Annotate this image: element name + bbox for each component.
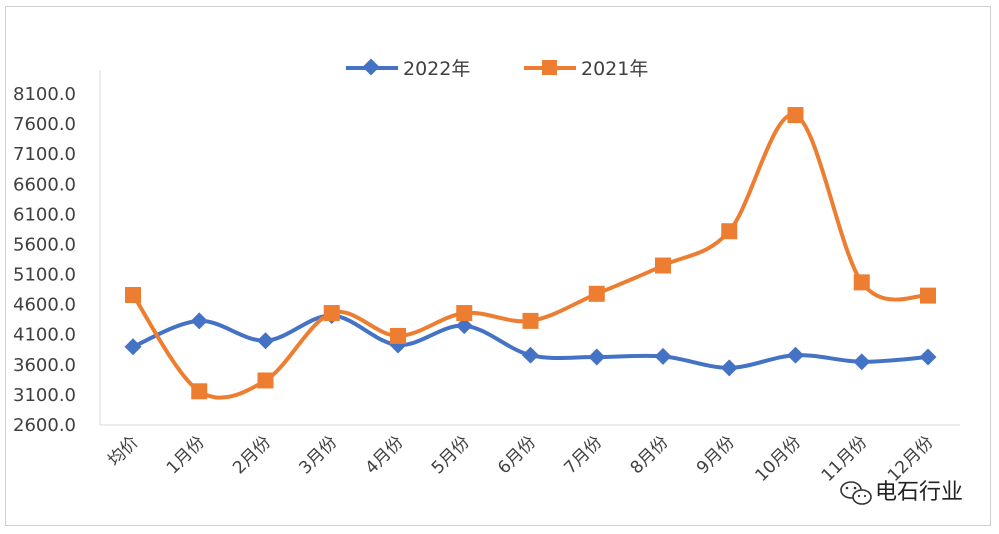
x-tick-label: 7月份 bbox=[560, 432, 606, 478]
y-tick-label: 5100.0 bbox=[13, 265, 76, 286]
legend: 2022年 2021年 bbox=[346, 58, 648, 80]
data-point-2021 bbox=[655, 257, 671, 274]
x-tick-label: 6月份 bbox=[494, 432, 540, 478]
y-tick-label: 4600.0 bbox=[13, 295, 76, 316]
y-tick-label: 5600.0 bbox=[13, 234, 76, 255]
x-tick-label: 3月份 bbox=[295, 432, 341, 478]
data-point-2022 bbox=[720, 359, 738, 377]
y-tick-label: 8100.0 bbox=[13, 84, 76, 105]
x-tick-label: 4月份 bbox=[362, 432, 408, 478]
y-tick-label: 4100.0 bbox=[13, 325, 76, 346]
x-tick-label: 均价 bbox=[104, 432, 142, 470]
x-tick-label: 12月份 bbox=[884, 432, 937, 485]
legend-label-2021: 2021年 bbox=[581, 58, 648, 80]
data-point-2021 bbox=[456, 305, 473, 322]
data-point-2021 bbox=[588, 285, 605, 302]
y-tick-label: 7100.0 bbox=[13, 144, 76, 165]
y-tick-label: 6100.0 bbox=[13, 204, 76, 225]
y-tick-labels: 8100.0 7600.0 7100.0 6600.0 6100.0 5600.0 5100… bbox=[13, 84, 76, 436]
x-tick-label: 9月份 bbox=[693, 432, 739, 478]
data-point-2021 bbox=[191, 383, 208, 400]
data-point-2022 bbox=[654, 347, 672, 365]
data-point-2022 bbox=[124, 338, 142, 356]
data-point-2021 bbox=[125, 287, 141, 304]
legend-label-2022: 2022年 bbox=[403, 58, 470, 80]
data-point-2021 bbox=[323, 305, 340, 322]
data-point-2021 bbox=[920, 287, 936, 304]
legend-item-2021: 2021年 bbox=[524, 58, 648, 80]
x-tick-label: 10月份 bbox=[752, 432, 805, 485]
data-point-2022 bbox=[522, 346, 539, 364]
x-tick-label: 1月份 bbox=[163, 432, 209, 478]
data-point-2021 bbox=[787, 107, 804, 124]
data-point-2021 bbox=[522, 312, 539, 329]
data-point-2022 bbox=[787, 346, 804, 364]
legend-item-2022: 2022年 bbox=[346, 58, 470, 80]
data-point-2021 bbox=[257, 372, 274, 389]
axes bbox=[99, 70, 960, 426]
data-point-2022 bbox=[588, 348, 606, 366]
y-tick-label: 2600.0 bbox=[13, 415, 76, 436]
wechat-icon bbox=[840, 481, 872, 505]
watermark: 电石行业 bbox=[840, 480, 963, 505]
y-tick-label: 3100.0 bbox=[13, 385, 76, 406]
data-point-2022 bbox=[853, 353, 871, 371]
legend-marker-2021 bbox=[542, 60, 557, 75]
x-tick-label: 2月份 bbox=[229, 432, 275, 478]
x-tick-label: 11月份 bbox=[818, 432, 871, 485]
data-point-2021 bbox=[853, 274, 870, 291]
data-point-2022 bbox=[919, 348, 937, 366]
data-point-2021 bbox=[390, 327, 406, 344]
y-tick-label: 3600.0 bbox=[13, 355, 76, 376]
x-tick-labels: 均价 1月份 2月份 3月份 4月份 5月份 6月份 7月份 8月份 9月份 10月份 11月份 12月… bbox=[104, 432, 937, 485]
data-point-2022 bbox=[455, 317, 473, 335]
chart-frame bbox=[5, 6, 991, 526]
y-tick-label: 6600.0 bbox=[13, 174, 76, 195]
watermark-text: 电石行业 bbox=[875, 480, 963, 505]
x-tick-label: 5月份 bbox=[428, 432, 474, 478]
data-point-2022 bbox=[257, 332, 274, 350]
x-tick-label: 8月份 bbox=[627, 432, 673, 478]
data-point-2022 bbox=[190, 312, 208, 330]
legend-marker-2022 bbox=[362, 58, 380, 76]
y-tick-label: 7600.0 bbox=[13, 114, 76, 135]
data-point-2021 bbox=[721, 223, 738, 240]
series-markers bbox=[124, 107, 937, 400]
